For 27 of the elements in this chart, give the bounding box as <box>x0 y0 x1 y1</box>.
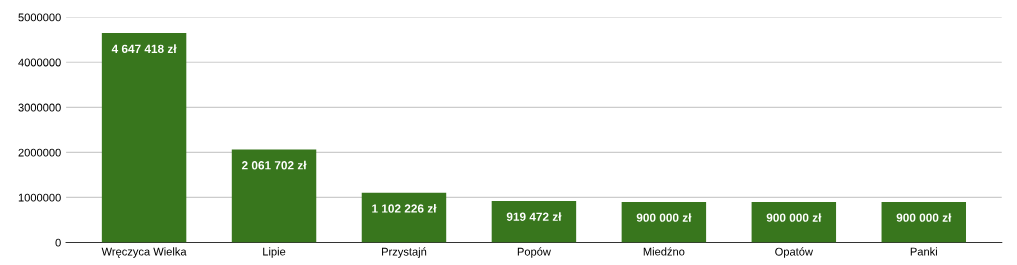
bar <box>751 201 837 243</box>
bar <box>361 192 447 243</box>
bar <box>491 201 577 243</box>
y-tick-label: 0 <box>55 238 61 247</box>
x-tick-label: Wręczyca Wielka <box>101 247 187 258</box>
y-tick-label: 1000000 <box>18 193 61 202</box>
data-label: 900 000 zł <box>766 213 822 222</box>
data-label: 2 061 702 zł <box>241 160 307 170</box>
bar <box>101 33 187 243</box>
x-tick-label: Opatów <box>775 247 813 258</box>
x-tick-label: Miedźno <box>643 247 685 256</box>
data-label: 4 647 418 zł <box>111 44 177 53</box>
bar <box>231 149 317 243</box>
x-tick-label: Lipie <box>263 247 286 258</box>
x-tick-label: Panki <box>910 247 937 256</box>
x-tick-label: Przystajń <box>382 247 427 258</box>
bar <box>621 201 707 243</box>
data-label: 919 472 zł <box>506 212 562 221</box>
y-tick-label: 5000000 <box>18 13 61 22</box>
y-tick-label: 3000000 <box>18 103 61 112</box>
data-label: 900 000 zł <box>896 213 952 222</box>
x-tick-label: Popów <box>517 247 551 258</box>
data-label: 1 102 226 zł <box>372 204 437 213</box>
data-label: 900 000 zł <box>636 213 692 222</box>
y-tick-label: 4000000 <box>18 58 61 67</box>
y-tick-label: 2000000 <box>18 148 61 157</box>
bar <box>881 201 967 243</box>
